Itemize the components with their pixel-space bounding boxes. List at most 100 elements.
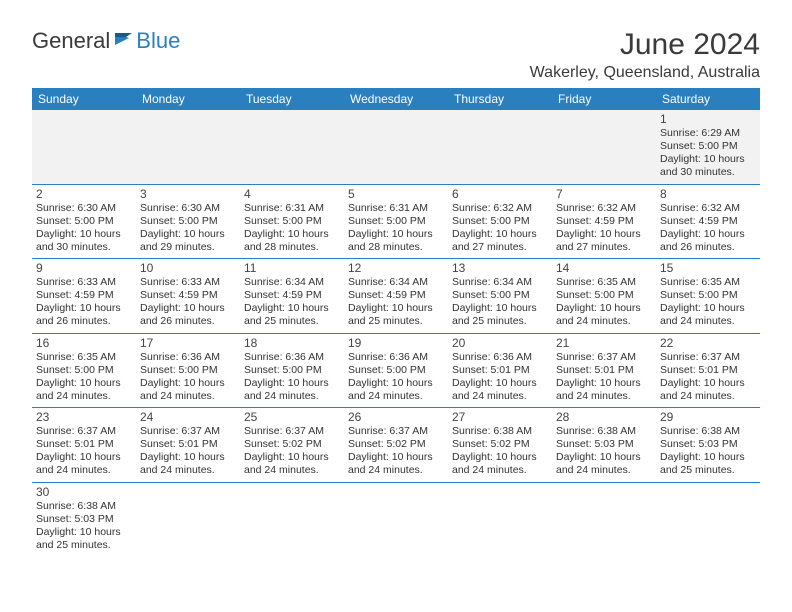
day-number: 24 bbox=[140, 410, 236, 424]
cell-line: Daylight: 10 hours bbox=[244, 228, 340, 241]
day-number: 23 bbox=[36, 410, 132, 424]
cell-line: Sunset: 5:02 PM bbox=[348, 438, 444, 451]
cell-line: Sunrise: 6:30 AM bbox=[140, 202, 236, 215]
day-header-row: Sunday Monday Tuesday Wednesday Thursday… bbox=[32, 88, 760, 110]
day-number: 28 bbox=[556, 410, 652, 424]
calendar-cell: 18Sunrise: 6:36 AMSunset: 5:00 PMDayligh… bbox=[240, 333, 344, 408]
calendar-cell: 2Sunrise: 6:30 AMSunset: 5:00 PMDaylight… bbox=[32, 184, 136, 259]
cell-line: Sunrise: 6:37 AM bbox=[556, 351, 652, 364]
day-number: 14 bbox=[556, 261, 652, 275]
calendar-cell: 19Sunrise: 6:36 AMSunset: 5:00 PMDayligh… bbox=[344, 333, 448, 408]
day-number: 27 bbox=[452, 410, 548, 424]
calendar-week: 1Sunrise: 6:29 AMSunset: 5:00 PMDaylight… bbox=[32, 110, 760, 184]
cell-line: Daylight: 10 hours bbox=[452, 377, 548, 390]
calendar-cell: 30Sunrise: 6:38 AMSunset: 5:03 PMDayligh… bbox=[32, 482, 136, 556]
day-header: Thursday bbox=[448, 88, 552, 110]
cell-line: and 30 minutes. bbox=[36, 241, 132, 254]
cell-line: Daylight: 10 hours bbox=[452, 451, 548, 464]
calendar-cell: 21Sunrise: 6:37 AMSunset: 5:01 PMDayligh… bbox=[552, 333, 656, 408]
logo-flag-icon bbox=[114, 31, 134, 47]
day-number: 10 bbox=[140, 261, 236, 275]
day-number: 21 bbox=[556, 336, 652, 350]
calendar-cell bbox=[448, 110, 552, 184]
cell-line: Sunset: 5:02 PM bbox=[244, 438, 340, 451]
cell-line: and 24 minutes. bbox=[140, 464, 236, 477]
cell-line: and 24 minutes. bbox=[660, 390, 756, 403]
cell-line: and 24 minutes. bbox=[244, 464, 340, 477]
cell-line: Daylight: 10 hours bbox=[660, 153, 756, 166]
day-number: 6 bbox=[452, 187, 548, 201]
cell-line: Sunset: 5:03 PM bbox=[36, 513, 132, 526]
cell-line: Sunrise: 6:36 AM bbox=[348, 351, 444, 364]
calendar-cell: 3Sunrise: 6:30 AMSunset: 5:00 PMDaylight… bbox=[136, 184, 240, 259]
day-number: 4 bbox=[244, 187, 340, 201]
cell-line: and 24 minutes. bbox=[556, 315, 652, 328]
calendar-cell: 4Sunrise: 6:31 AMSunset: 5:00 PMDaylight… bbox=[240, 184, 344, 259]
day-number: 11 bbox=[244, 261, 340, 275]
cell-line: Sunset: 4:59 PM bbox=[660, 215, 756, 228]
calendar-cell bbox=[448, 482, 552, 556]
calendar-cell: 29Sunrise: 6:38 AMSunset: 5:03 PMDayligh… bbox=[656, 408, 760, 483]
cell-line: Sunrise: 6:32 AM bbox=[556, 202, 652, 215]
title-block: June 2024 Wakerley, Queensland, Australi… bbox=[530, 28, 760, 82]
cell-line: and 24 minutes. bbox=[36, 390, 132, 403]
day-number: 19 bbox=[348, 336, 444, 350]
logo: General Blue bbox=[32, 28, 180, 54]
calendar-cell: 24Sunrise: 6:37 AMSunset: 5:01 PMDayligh… bbox=[136, 408, 240, 483]
cell-line: and 24 minutes. bbox=[452, 464, 548, 477]
cell-line: Sunset: 5:00 PM bbox=[36, 215, 132, 228]
cell-line: Sunset: 4:59 PM bbox=[244, 289, 340, 302]
cell-line: Daylight: 10 hours bbox=[36, 302, 132, 315]
calendar-cell bbox=[136, 110, 240, 184]
cell-line: Sunset: 5:00 PM bbox=[140, 215, 236, 228]
cell-line: Sunrise: 6:38 AM bbox=[660, 425, 756, 438]
calendar-body: 1Sunrise: 6:29 AMSunset: 5:00 PMDaylight… bbox=[32, 110, 760, 556]
location: Wakerley, Queensland, Australia bbox=[530, 64, 760, 82]
day-number: 25 bbox=[244, 410, 340, 424]
cell-line: Daylight: 10 hours bbox=[556, 377, 652, 390]
cell-line: and 24 minutes. bbox=[556, 390, 652, 403]
calendar-cell bbox=[136, 482, 240, 556]
day-number: 15 bbox=[660, 261, 756, 275]
calendar-cell: 14Sunrise: 6:35 AMSunset: 5:00 PMDayligh… bbox=[552, 259, 656, 334]
calendar-cell: 12Sunrise: 6:34 AMSunset: 4:59 PMDayligh… bbox=[344, 259, 448, 334]
cell-line: and 24 minutes. bbox=[556, 464, 652, 477]
calendar-cell: 27Sunrise: 6:38 AMSunset: 5:02 PMDayligh… bbox=[448, 408, 552, 483]
cell-line: Daylight: 10 hours bbox=[36, 526, 132, 539]
calendar-cell bbox=[344, 110, 448, 184]
cell-line: Sunrise: 6:31 AM bbox=[244, 202, 340, 215]
day-header: Monday bbox=[136, 88, 240, 110]
calendar-cell bbox=[240, 110, 344, 184]
calendar-cell bbox=[656, 482, 760, 556]
cell-line: and 25 minutes. bbox=[244, 315, 340, 328]
cell-line: Sunset: 5:03 PM bbox=[556, 438, 652, 451]
calendar-cell: 15Sunrise: 6:35 AMSunset: 5:00 PMDayligh… bbox=[656, 259, 760, 334]
cell-line: Sunset: 5:00 PM bbox=[140, 364, 236, 377]
cell-line: Daylight: 10 hours bbox=[36, 228, 132, 241]
cell-line: Daylight: 10 hours bbox=[244, 302, 340, 315]
cell-line: Sunset: 5:03 PM bbox=[660, 438, 756, 451]
cell-line: Daylight: 10 hours bbox=[660, 302, 756, 315]
cell-line: and 24 minutes. bbox=[244, 390, 340, 403]
calendar-cell: 6Sunrise: 6:32 AMSunset: 5:00 PMDaylight… bbox=[448, 184, 552, 259]
cell-line: and 26 minutes. bbox=[36, 315, 132, 328]
cell-line: Sunset: 5:01 PM bbox=[452, 364, 548, 377]
day-number: 26 bbox=[348, 410, 444, 424]
day-number: 16 bbox=[36, 336, 132, 350]
cell-line: Daylight: 10 hours bbox=[452, 302, 548, 315]
day-header: Sunday bbox=[32, 88, 136, 110]
calendar-week: 16Sunrise: 6:35 AMSunset: 5:00 PMDayligh… bbox=[32, 333, 760, 408]
logo-text-blue: Blue bbox=[136, 28, 180, 54]
day-number: 7 bbox=[556, 187, 652, 201]
cell-line: Sunrise: 6:36 AM bbox=[452, 351, 548, 364]
day-header: Tuesday bbox=[240, 88, 344, 110]
calendar-week: 30Sunrise: 6:38 AMSunset: 5:03 PMDayligh… bbox=[32, 482, 760, 556]
cell-line: Sunrise: 6:36 AM bbox=[140, 351, 236, 364]
cell-line: Sunrise: 6:38 AM bbox=[556, 425, 652, 438]
cell-line: and 24 minutes. bbox=[348, 464, 444, 477]
cell-line: Sunset: 5:00 PM bbox=[36, 364, 132, 377]
cell-line: and 27 minutes. bbox=[452, 241, 548, 254]
cell-line: Daylight: 10 hours bbox=[660, 377, 756, 390]
calendar-cell: 1Sunrise: 6:29 AMSunset: 5:00 PMDaylight… bbox=[656, 110, 760, 184]
cell-line: Daylight: 10 hours bbox=[556, 302, 652, 315]
